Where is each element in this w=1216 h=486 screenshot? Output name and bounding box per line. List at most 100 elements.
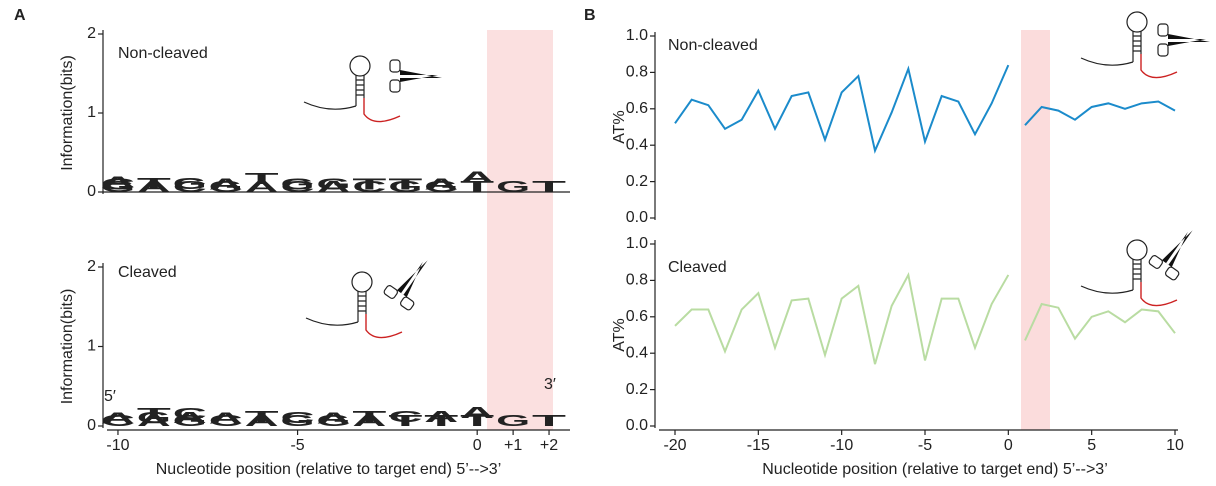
logo-letter: G <box>137 410 171 427</box>
line-series <box>1024 302 1176 341</box>
logo-letter: G <box>173 413 207 430</box>
chart-title: Cleaved <box>118 264 177 281</box>
logo-letter: A <box>209 411 244 428</box>
logo-letter: A <box>317 411 352 428</box>
y-tick-label: 0.8 <box>626 272 648 289</box>
y-tick-label: 1 <box>87 338 96 355</box>
x-tick-label: 0 <box>473 437 482 454</box>
logo-letter: C <box>101 177 136 194</box>
annotation: 3′ <box>544 376 556 393</box>
panel-label: B <box>584 7 596 24</box>
y-tick-label: 0.0 <box>626 417 648 434</box>
logo-letter: A <box>245 413 280 430</box>
x-tick-label: -10 <box>106 437 129 454</box>
logo-letter: A <box>424 177 459 194</box>
x-tick-label: 10 <box>1166 437 1184 454</box>
logo-letter: T <box>460 179 495 196</box>
chart-title: Non-cleaved <box>118 45 208 62</box>
logo-letter: A <box>460 405 495 422</box>
logo-letter: A <box>173 410 208 427</box>
y-axis-label: Information(bits) <box>59 289 76 405</box>
logo-letter: G <box>317 413 351 430</box>
y-axis-label: Information(bits) <box>59 55 76 171</box>
logo-letter: C <box>101 413 136 430</box>
y-tick-label: 0.0 <box>626 209 648 226</box>
logo-letter: T <box>245 409 280 426</box>
logo-letter: G <box>281 177 315 194</box>
logo-letter: C <box>352 179 387 196</box>
logo-letter: T <box>388 413 423 430</box>
annotation: 5′ <box>104 388 116 405</box>
logo-letter: T <box>352 177 387 194</box>
x-tick-label: -10 <box>830 437 853 454</box>
y-tick-label: 0.8 <box>626 64 648 81</box>
x-tick-label: +2 <box>540 437 558 454</box>
highlight-region <box>1021 30 1050 430</box>
logo-letter: G <box>496 413 530 430</box>
logo-letter: C <box>281 410 316 427</box>
logo-letter: C <box>173 406 208 423</box>
y-tick-label: 2 <box>87 25 96 42</box>
logo-letter: A <box>352 413 387 430</box>
y-tick-label: 1.0 <box>626 235 648 252</box>
panel-label: A <box>14 7 26 24</box>
y-tick-label: 1.0 <box>626 27 648 44</box>
y-tick-label: 0 <box>87 417 96 434</box>
logo-letter: A <box>317 179 352 196</box>
x-tick-label: -15 <box>747 437 770 454</box>
logo-letter: G <box>281 413 315 430</box>
logo-letter: T <box>245 171 280 188</box>
logo-letter: T <box>388 177 423 194</box>
logo-letter: T <box>532 413 567 430</box>
y-tick-label: 0.2 <box>626 381 648 398</box>
logo-letter: T <box>137 406 172 423</box>
icon <box>303 11 1211 339</box>
x-tick-label: -5 <box>918 437 932 454</box>
y-tick-label: 0.4 <box>626 136 648 153</box>
line-series <box>674 64 1010 154</box>
logo-letter: G <box>209 179 243 196</box>
y-tick-label: 0.6 <box>626 100 648 117</box>
x-tick-label: 5 <box>1087 437 1096 454</box>
x-axis-label: Nucleotide position (relative to target … <box>156 461 502 478</box>
logo-letter: A <box>137 179 172 196</box>
y-tick-label: 0.2 <box>626 173 648 190</box>
y-tick-label: 0.6 <box>626 308 648 325</box>
logo-letter: G <box>496 179 530 196</box>
logo-letter: A <box>101 411 136 428</box>
x-tick-label: +1 <box>504 437 522 454</box>
logo-letter: G <box>388 179 422 196</box>
logo-letter: A <box>245 179 280 196</box>
line-series <box>1024 100 1176 126</box>
x-tick-label: -20 <box>663 437 686 454</box>
logo-letter: C <box>209 413 244 430</box>
logo-letter: A <box>460 170 495 187</box>
logo-letter: T <box>532 179 567 196</box>
logo-letter: T <box>352 409 387 426</box>
x-tick-label: 0 <box>1004 437 1013 454</box>
logo-letter: T <box>460 413 495 430</box>
logo-letter: T <box>137 176 172 193</box>
logo-letter: A <box>137 413 172 430</box>
logo-letter: A <box>101 174 136 191</box>
logo-letter: A <box>209 177 244 194</box>
x-tick-label: -5 <box>290 437 304 454</box>
line-series <box>674 272 1010 365</box>
logo-letter: C <box>388 409 423 426</box>
y-tick-label: 0 <box>87 183 96 200</box>
logo-letter: C <box>173 179 208 196</box>
x-axis-label: Nucleotide position (relative to target … <box>762 461 1108 478</box>
y-tick-label: 0.4 <box>626 344 648 361</box>
chart-title: Cleaved <box>668 259 727 276</box>
logo-letter: A <box>424 409 459 426</box>
y-axis-label: AT% <box>611 110 628 143</box>
logo-letter: G <box>101 179 135 196</box>
y-axis-label: AT% <box>611 318 628 351</box>
logo-letter: G <box>173 176 207 193</box>
logo-letter: G <box>317 177 351 194</box>
logo-letter: C <box>281 179 316 196</box>
logo-letter: G <box>424 179 458 196</box>
chart-title: Non-cleaved <box>668 37 758 54</box>
